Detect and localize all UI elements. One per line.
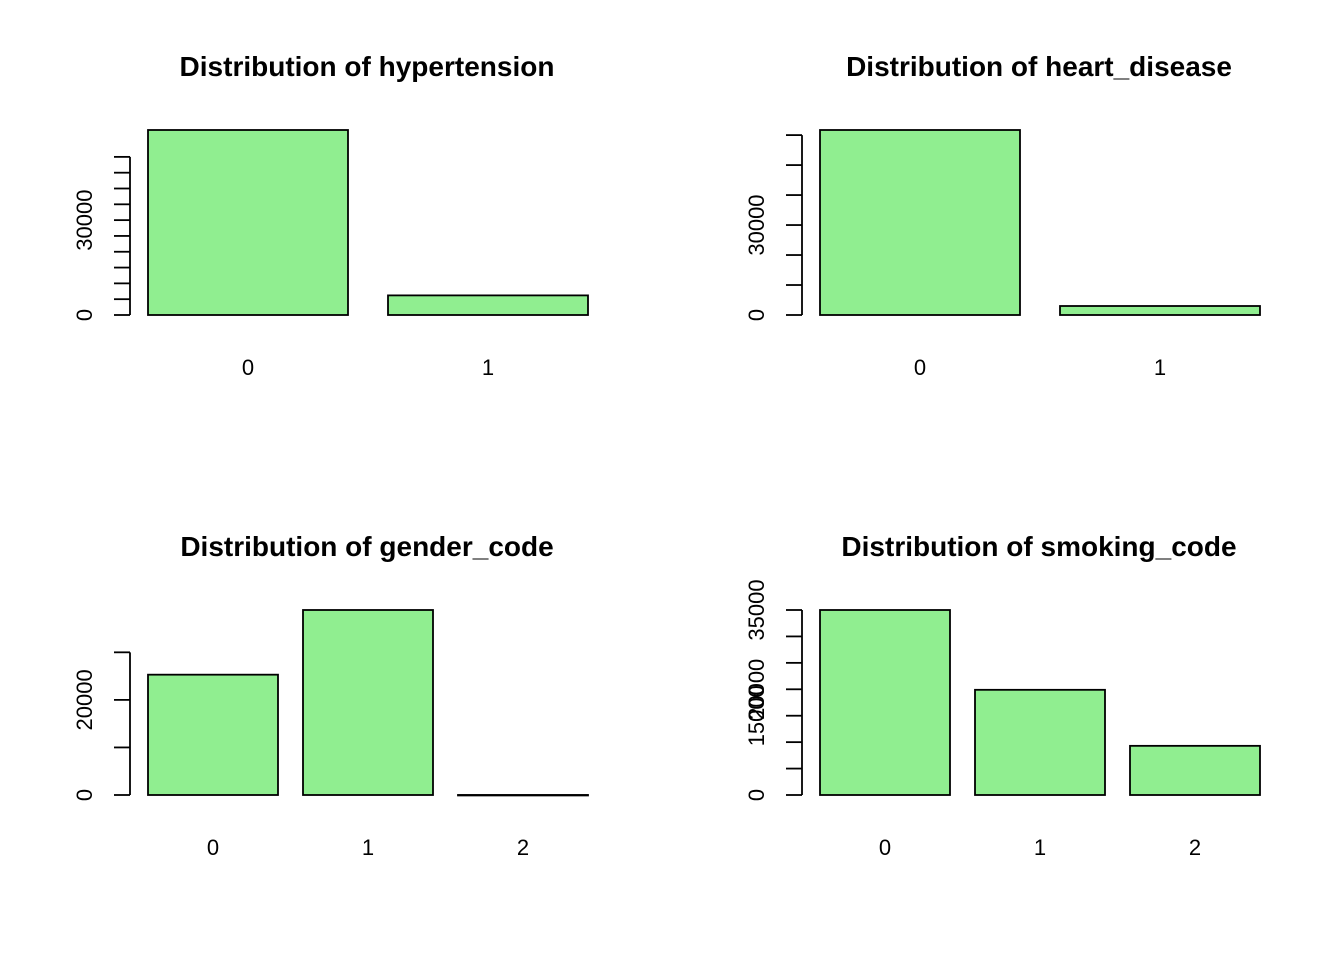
chart-smoking-code: Distribution of smoking_code 0 1 2 0 1500020… <box>744 531 1261 860</box>
x-tick-label: 1 <box>1034 835 1046 860</box>
bar-1 <box>974 688 1106 796</box>
chart-title: Distribution of gender_code <box>180 531 553 562</box>
y-tick-label: 15000 <box>744 685 769 746</box>
x-tick-label: 2 <box>517 835 529 860</box>
chart-title: Distribution of smoking_code <box>841 531 1236 562</box>
chart-title: Distribution of hypertension <box>180 51 555 82</box>
y-tick-label: 0 <box>744 309 769 321</box>
bar-0 <box>147 673 279 796</box>
chart-hypertension: Distribution of hypertension 0 1 0 30000 <box>72 51 589 380</box>
bar-1 <box>1059 305 1261 316</box>
x-tick-label: 0 <box>879 835 891 860</box>
x-tick-label: 0 <box>914 355 926 380</box>
y-tick-label: 30000 <box>72 190 97 251</box>
x-tick-label: 1 <box>482 355 494 380</box>
bar-1 <box>302 609 434 796</box>
bar-0 <box>147 129 349 316</box>
y-tick-label: 20000 <box>744 659 769 720</box>
chart-gender-code: Distribution of gender_code 0 1 2 0 20000 <box>72 531 589 860</box>
bar-0 <box>819 129 1021 316</box>
y-tick-label: 0 <box>72 309 97 321</box>
x-tick-label: 0 <box>207 835 219 860</box>
y-tick-label: 0 <box>72 789 97 801</box>
bar-2 <box>1129 744 1261 796</box>
bar-0 <box>819 609 951 796</box>
x-tick-label: 1 <box>1154 355 1166 380</box>
chart-heart-disease: Distribution of heart_disease 0 1 0 30000 <box>744 51 1261 380</box>
x-tick-label: 1 <box>362 835 374 860</box>
y-tick-label: 30000 <box>744 194 769 255</box>
bar-1 <box>387 294 589 316</box>
bar-2 <box>457 794 589 797</box>
x-tick-label: 0 <box>242 355 254 380</box>
y-tick-label: 0 <box>744 789 769 801</box>
x-tick-label: 2 <box>1189 835 1201 860</box>
chart-title: Distribution of heart_disease <box>846 51 1232 82</box>
y-tick-label: 20000 <box>72 669 97 730</box>
y-tick-label: 35000 <box>744 579 769 640</box>
